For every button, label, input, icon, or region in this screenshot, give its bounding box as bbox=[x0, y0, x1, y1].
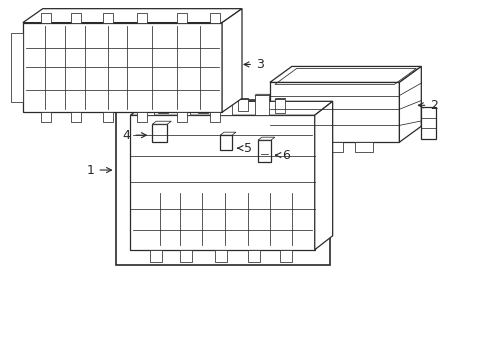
Polygon shape bbox=[355, 142, 372, 152]
Polygon shape bbox=[180, 250, 192, 262]
Polygon shape bbox=[23, 9, 242, 23]
Polygon shape bbox=[178, 94, 192, 95]
Polygon shape bbox=[130, 101, 333, 115]
Polygon shape bbox=[248, 250, 260, 262]
Polygon shape bbox=[255, 94, 270, 95]
Polygon shape bbox=[41, 13, 51, 23]
Polygon shape bbox=[198, 99, 208, 113]
Polygon shape bbox=[41, 112, 51, 122]
Polygon shape bbox=[158, 99, 168, 113]
Text: 3: 3 bbox=[244, 58, 264, 71]
Polygon shape bbox=[218, 92, 233, 93]
Polygon shape bbox=[218, 93, 232, 115]
Polygon shape bbox=[130, 115, 315, 250]
Polygon shape bbox=[270, 82, 399, 142]
Polygon shape bbox=[71, 13, 81, 23]
Polygon shape bbox=[177, 13, 187, 23]
Polygon shape bbox=[275, 99, 285, 113]
Polygon shape bbox=[220, 132, 236, 135]
Polygon shape bbox=[258, 137, 275, 140]
Polygon shape bbox=[270, 67, 421, 82]
Polygon shape bbox=[421, 107, 436, 139]
Polygon shape bbox=[215, 250, 227, 262]
Text: 5: 5 bbox=[238, 141, 252, 155]
Polygon shape bbox=[399, 67, 421, 142]
Polygon shape bbox=[71, 112, 81, 122]
Polygon shape bbox=[280, 250, 292, 262]
Polygon shape bbox=[222, 9, 242, 112]
Bar bbox=[116, 100, 330, 265]
Polygon shape bbox=[238, 99, 248, 111]
Polygon shape bbox=[258, 140, 271, 162]
Polygon shape bbox=[141, 97, 154, 115]
Polygon shape bbox=[150, 250, 162, 262]
Polygon shape bbox=[178, 95, 190, 115]
Polygon shape bbox=[23, 23, 222, 112]
Polygon shape bbox=[152, 121, 171, 124]
Polygon shape bbox=[210, 13, 220, 23]
Polygon shape bbox=[255, 95, 269, 115]
Polygon shape bbox=[102, 13, 113, 23]
Polygon shape bbox=[220, 135, 232, 150]
Polygon shape bbox=[141, 96, 156, 97]
Polygon shape bbox=[295, 142, 313, 152]
Polygon shape bbox=[102, 112, 113, 122]
Text: 2: 2 bbox=[418, 99, 438, 112]
Polygon shape bbox=[177, 112, 187, 122]
Polygon shape bbox=[315, 101, 333, 250]
Polygon shape bbox=[137, 112, 147, 122]
Polygon shape bbox=[137, 13, 147, 23]
Text: 6: 6 bbox=[276, 149, 290, 162]
Text: 1: 1 bbox=[87, 163, 112, 176]
Polygon shape bbox=[11, 32, 23, 102]
Polygon shape bbox=[210, 112, 220, 122]
Text: 4: 4 bbox=[122, 129, 147, 142]
Polygon shape bbox=[325, 142, 343, 152]
Polygon shape bbox=[152, 124, 167, 142]
